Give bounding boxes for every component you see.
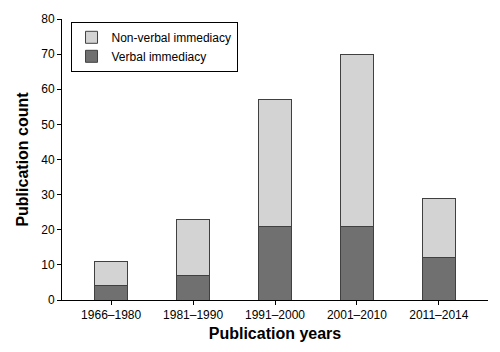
svg-text:1981–1990: 1981–1990 xyxy=(163,308,223,322)
svg-text:70: 70 xyxy=(41,47,55,61)
svg-text:30: 30 xyxy=(41,188,55,202)
svg-text:2011–2014: 2011–2014 xyxy=(409,308,469,322)
svg-text:1991–2000: 1991–2000 xyxy=(245,308,305,322)
svg-text:0: 0 xyxy=(48,293,55,307)
svg-text:80: 80 xyxy=(41,12,55,26)
svg-text:1966–1980: 1966–1980 xyxy=(81,308,141,322)
svg-text:40: 40 xyxy=(41,153,55,167)
svg-text:Verbal immediacy: Verbal immediacy xyxy=(112,50,207,64)
svg-text:60: 60 xyxy=(41,82,55,96)
svg-text:10: 10 xyxy=(41,258,55,272)
svg-text:Publication years: Publication years xyxy=(209,325,342,342)
svg-text:Publication count: Publication count xyxy=(14,92,31,227)
svg-text:50: 50 xyxy=(41,118,55,132)
svg-text:2001–2010: 2001–2010 xyxy=(327,308,387,322)
svg-text:Non-verbal immediacy: Non-verbal immediacy xyxy=(112,31,231,45)
svg-text:20: 20 xyxy=(41,223,55,237)
